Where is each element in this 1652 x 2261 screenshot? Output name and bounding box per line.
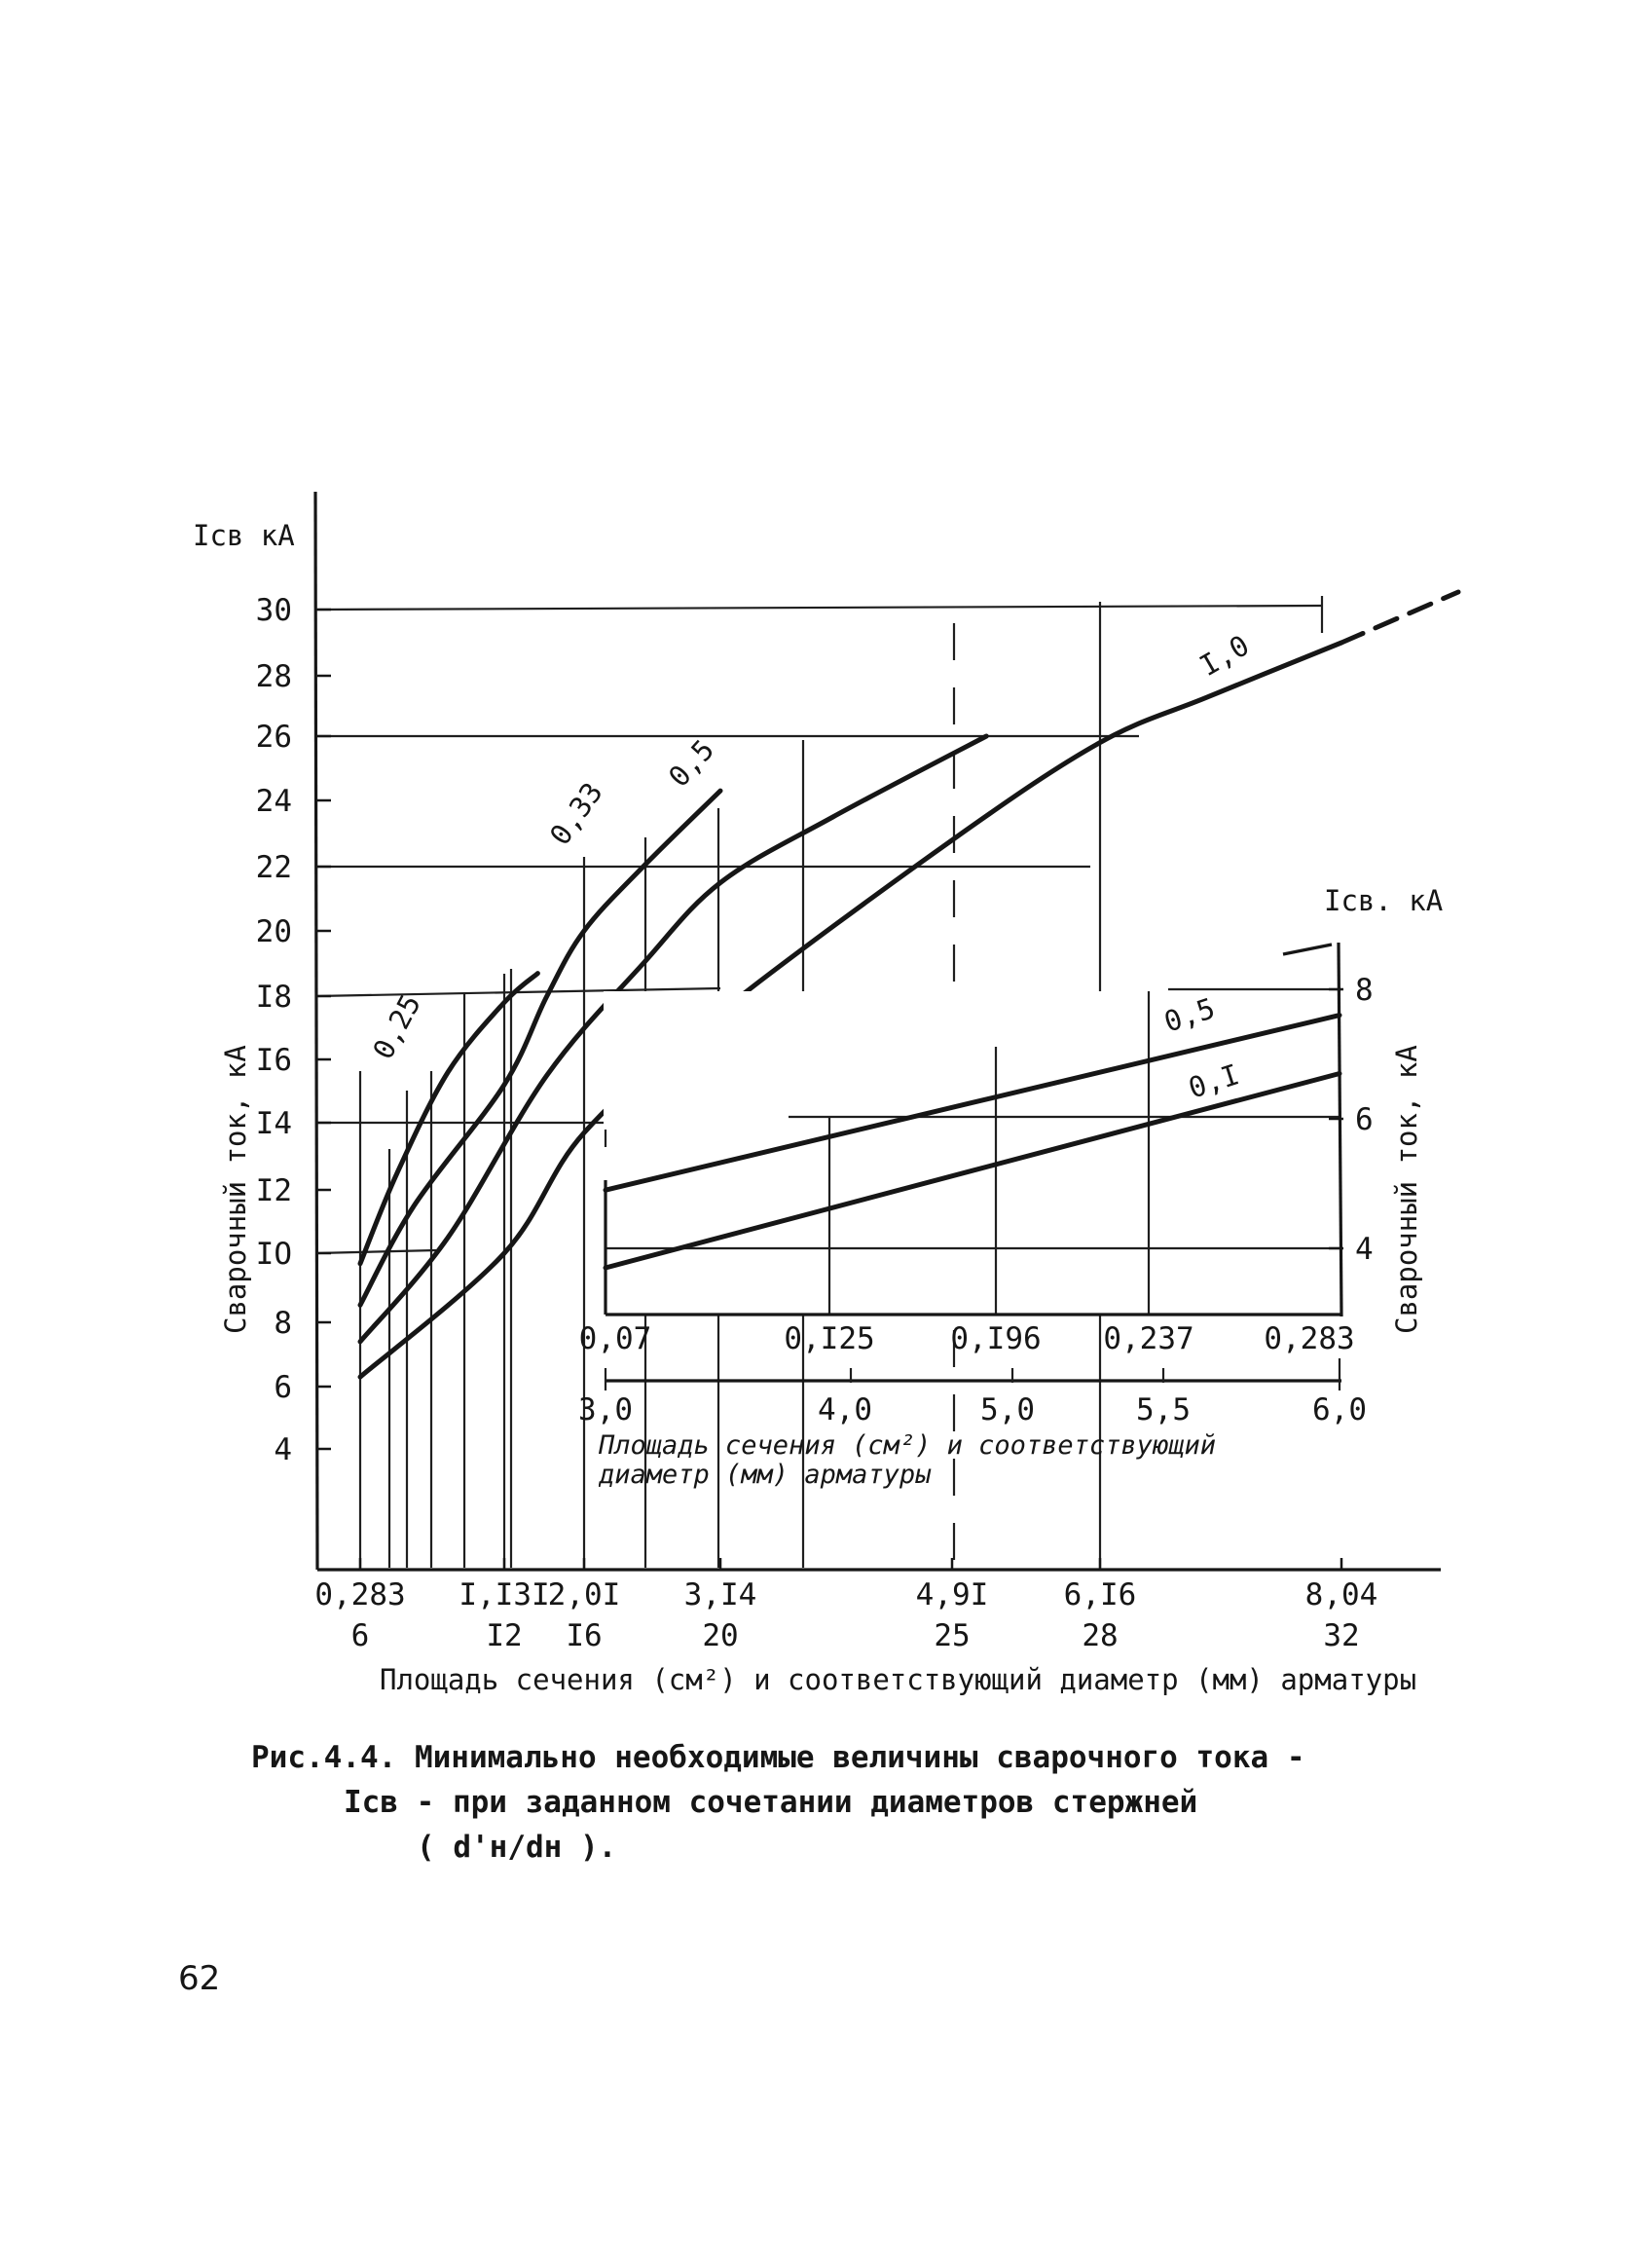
main-y-tick-label: 22 <box>256 850 292 885</box>
inset-series-line <box>603 1071 1342 1271</box>
main-y-tick-label: 24 <box>256 784 292 819</box>
main-x-tick-area: 8,04 <box>1305 1577 1378 1612</box>
main-y-tick-label: 8 <box>274 1306 292 1341</box>
inset-x-tick-area: 0,I96 <box>950 1321 1041 1356</box>
inset-x-axis-label-wrap: Площадь сечения (см²) и соответствующий … <box>599 1431 1216 1490</box>
main-series-line <box>357 788 723 1308</box>
inset-y-tick-label: 8 <box>1355 973 1374 1008</box>
inset-y-tick-labels: 8 6 4 <box>1329 973 1374 1267</box>
main-x-tick-area: 2,0I <box>548 1577 621 1612</box>
main-gridline-18 <box>315 986 721 998</box>
main-y-axis <box>313 491 319 1571</box>
main-series-line <box>357 640 1344 1380</box>
inset-x-tick-area: 0,237 <box>1103 1321 1193 1356</box>
inset-y-axis-label: Сварочный ток, кА <box>1390 1045 1423 1334</box>
main-x-tick-area: 0,283 <box>314 1577 405 1612</box>
main-gridline-10 <box>315 1248 437 1255</box>
main-x-tick-labels: 0,283 6 I,I3I I2 2,0I I6 3,I4 20 4,9I 25 6,I6 28 8,0… <box>314 1558 1377 1653</box>
inset-x-tick-labels: 0,07 0,I25 0,I96 0,237 0,283 3,0 4,0 5,0 5,5 6,0 <box>578 1321 1367 1427</box>
main-y-axis-label: Сварочный ток, кА <box>219 1045 252 1334</box>
inset-x-tick-area: 0,283 <box>1264 1321 1354 1356</box>
inset-chart: 8 6 4 0,07 0,I25 0,I96 0,237 0,283 3,0 4,0 5,0 5,5… <box>578 884 1443 1490</box>
inset-y-axis-lead <box>1282 943 1333 956</box>
main-y-tick-label: 20 <box>256 914 292 949</box>
main-y-axis-top-label: Iсв кА <box>193 519 295 552</box>
main-series-label: 0,25 <box>366 989 427 1065</box>
main-series-label: 0,5 <box>662 733 720 794</box>
main-x-tick-diameter: 6 <box>351 1618 370 1653</box>
main-y-tick-label: 26 <box>256 720 292 755</box>
main-x-axis-label: Площадь сечения (см²) и соответствующий … <box>380 1663 1416 1696</box>
figure-caption: Рис.4.4. Минимально необходимые величины… <box>251 1735 1400 1870</box>
main-series-line <box>357 733 989 1345</box>
main-y-tick-labels: 30 28 26 24 22 20 I8 I6 I4 I2 IO 8 6 4 <box>256 593 331 1467</box>
main-series-label: 0,33 <box>543 776 609 851</box>
main-y-tick-label: IO <box>256 1237 292 1272</box>
main-series-extrapolation <box>1339 589 1461 646</box>
inset-x-tick-area: 0,I25 <box>784 1321 874 1356</box>
inset-x-tick-diameter: 6,0 <box>1312 1392 1367 1427</box>
caption-line-3: ( d'н/dн ). <box>417 1830 617 1865</box>
inset-series-line <box>603 1013 1342 1193</box>
main-y-tick-label: I2 <box>256 1173 292 1208</box>
inset-y-tick-label: 4 <box>1355 1232 1374 1267</box>
welding-current-figure: 30 28 26 24 22 20 I8 I6 I4 I2 IO 8 6 4 0,283 6 I,I3I I2 2… <box>193 491 1461 1696</box>
main-y-tick-label: 30 <box>256 593 292 628</box>
main-y-tick-label: 4 <box>274 1432 292 1467</box>
inset-x-tick-area: 0,07 <box>579 1321 652 1356</box>
main-x-tick-area: 3,I4 <box>684 1577 757 1612</box>
inset-x-tick-diameter: 5,5 <box>1136 1392 1191 1427</box>
inset-x-axis-label: Площадь сечения (см²) и соответствующий … <box>599 1431 1216 1490</box>
main-x-tick-area: 4,9I <box>916 1577 989 1612</box>
main-x-tick-diameter: I2 <box>486 1618 522 1653</box>
main-series-label: I,0 <box>1194 628 1255 683</box>
inset-x-tick-diameter: 5,0 <box>980 1392 1035 1427</box>
main-y-tick-label: 6 <box>274 1370 292 1405</box>
inset-y-tick-label: 6 <box>1355 1102 1374 1137</box>
main-x-tick-area: I,I3I <box>459 1577 549 1612</box>
main-x-tick-diameter: 20 <box>702 1618 738 1653</box>
main-y-tick-label: I4 <box>256 1106 292 1141</box>
main-x-tick-area: 6,I6 <box>1064 1577 1137 1612</box>
main-curves <box>357 589 1461 1380</box>
inset-x-tick-diameter: 3,0 <box>578 1392 633 1427</box>
main-y-tick-label: I8 <box>256 980 292 1015</box>
inset-y-axis-top-label: Iсв. кА <box>1324 884 1443 917</box>
caption-line-1: Рис.4.4. Минимально необходимые величины… <box>251 1740 1305 1775</box>
inset-x-tick-diameter: 4,0 <box>818 1392 872 1427</box>
main-x-tick-diameter: I6 <box>566 1618 602 1653</box>
page-number: 62 <box>178 1959 221 1998</box>
inset-curves <box>603 1013 1342 1271</box>
caption-line-2: Iсв - при заданном сочетании диаметров с… <box>344 1785 1198 1820</box>
inset-y-axis <box>1337 942 1343 1317</box>
main-y-tick-label: I6 <box>256 1043 292 1078</box>
main-x-tick-diameter: 28 <box>1082 1618 1118 1653</box>
main-gridline-30 <box>315 604 1323 612</box>
main-y-tick-label: 28 <box>256 659 292 694</box>
main-x-tick-diameter: 32 <box>1323 1618 1359 1653</box>
main-x-tick-diameter: 25 <box>934 1618 970 1653</box>
main-series-line <box>357 971 540 1267</box>
